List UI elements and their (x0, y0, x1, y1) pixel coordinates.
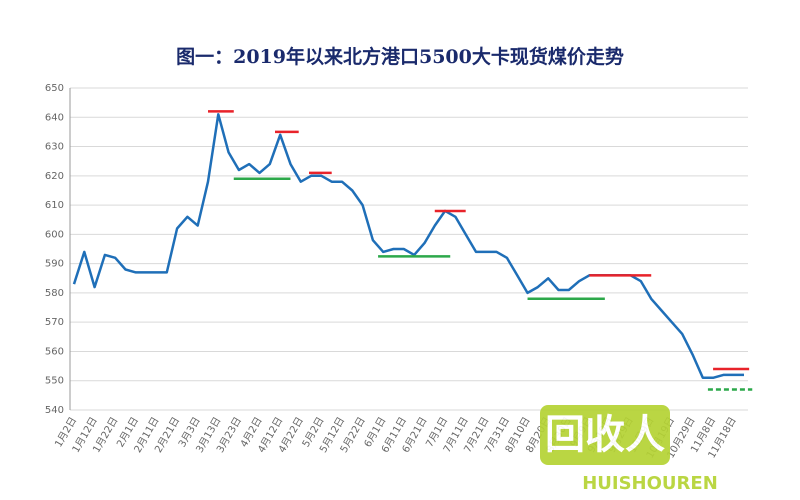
y-tick-label: 580 (45, 288, 64, 299)
y-tick-label: 590 (45, 259, 64, 270)
y-tick-label: 560 (45, 346, 64, 357)
y-tick-label: 550 (45, 376, 64, 387)
y-tick-label: 640 (45, 112, 64, 123)
plot: 5405505605705805906006106206306406501月2日… (45, 83, 753, 460)
y-tick-label: 620 (45, 171, 64, 182)
y-tick-label: 630 (45, 142, 64, 153)
y-tick-label: 650 (45, 83, 64, 94)
watermark-box (540, 405, 670, 465)
y-tick-label: 600 (45, 229, 64, 240)
price-line (72, 113, 744, 380)
watermark-logo: 回收人 (545, 412, 665, 458)
y-tick-label: 540 (45, 405, 64, 416)
y-tick-label: 570 (45, 317, 64, 328)
watermark: 回收人 HUISHOUREN (540, 405, 718, 494)
chart-title: 图一：2019年以来北方港口5500大卡现货煤价走势 (176, 45, 624, 68)
watermark-brand: HUISHOUREN (582, 473, 718, 494)
y-tick-label: 610 (45, 200, 64, 211)
